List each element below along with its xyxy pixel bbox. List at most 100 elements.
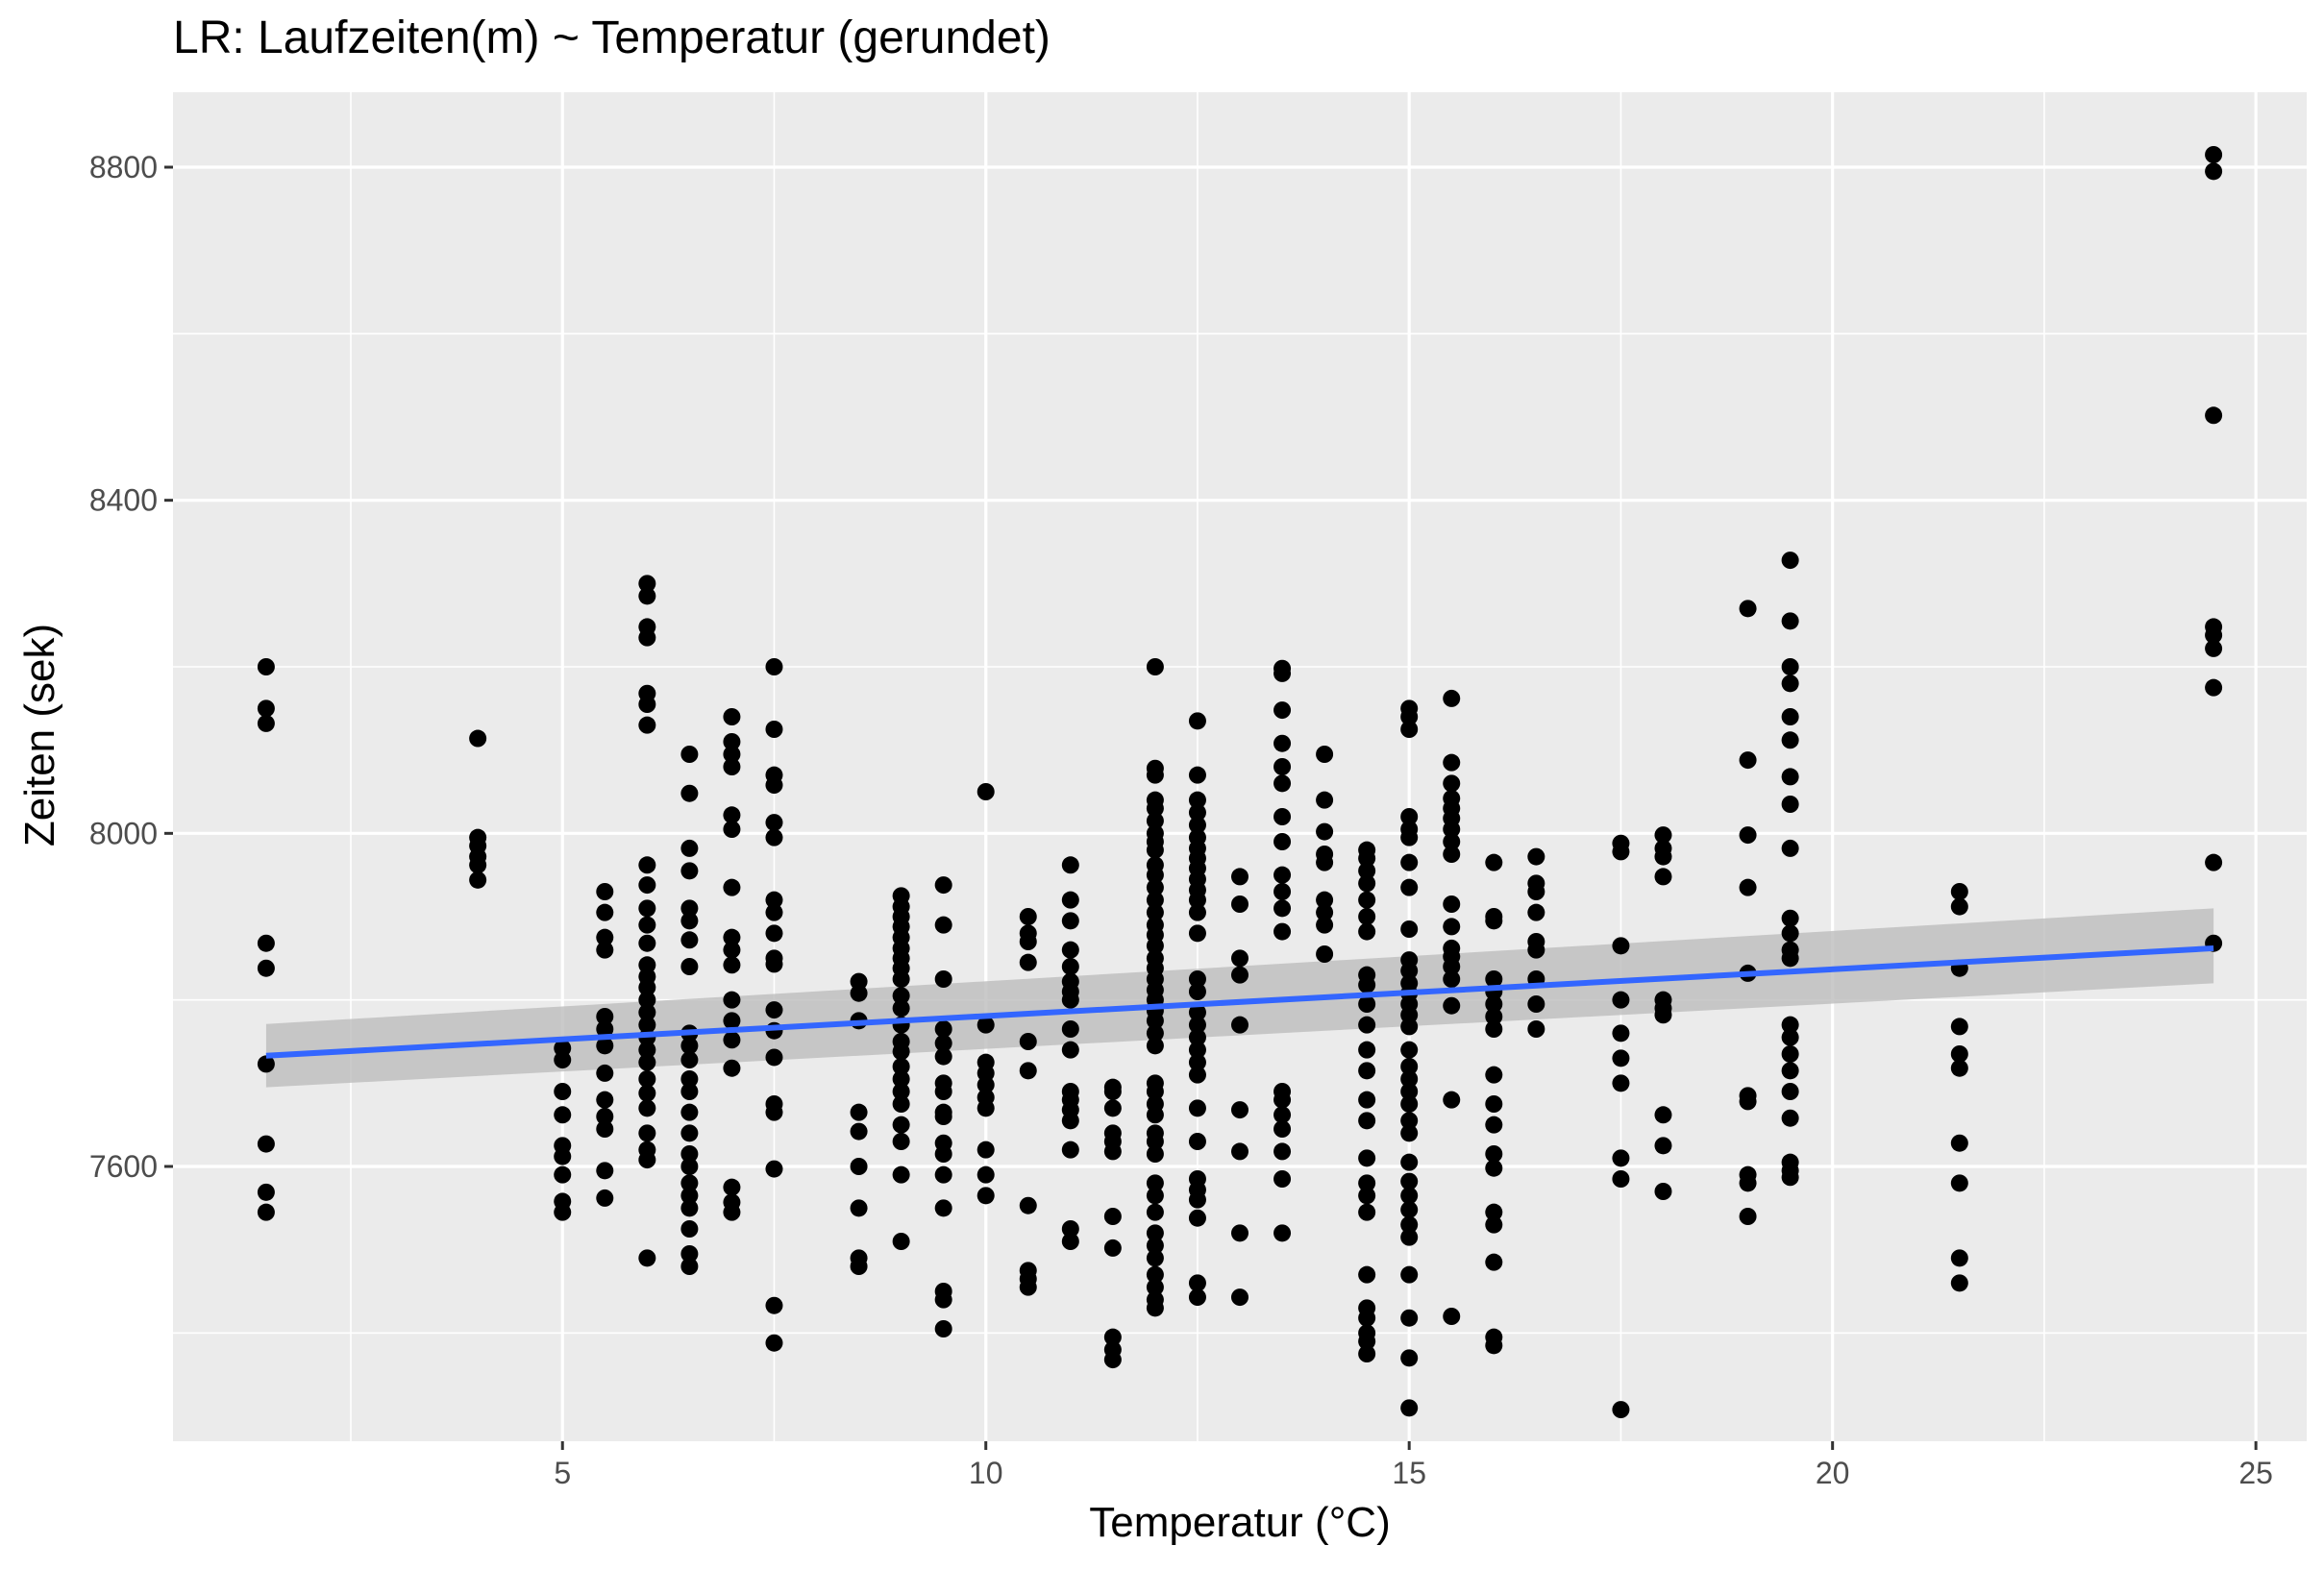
data-point xyxy=(680,912,699,930)
data-point xyxy=(680,1220,699,1238)
data-point xyxy=(680,958,699,975)
data-point xyxy=(723,991,741,1009)
data-point xyxy=(1231,1016,1249,1034)
data-point xyxy=(1188,1053,1206,1071)
data-point xyxy=(1358,849,1376,868)
data-point xyxy=(1019,908,1037,925)
data-point xyxy=(680,1124,699,1142)
data-point xyxy=(1188,791,1206,809)
data-point xyxy=(1443,958,1461,975)
data-point xyxy=(1188,1133,1206,1150)
data-point xyxy=(1146,658,1164,675)
data-point xyxy=(1612,843,1630,861)
data-point xyxy=(680,1158,699,1175)
data-point xyxy=(1316,822,1334,841)
data-point xyxy=(596,883,614,900)
data-point xyxy=(1400,1095,1419,1113)
data-point xyxy=(257,959,275,977)
data-point xyxy=(1273,922,1292,941)
data-point xyxy=(1146,1174,1164,1192)
data-point xyxy=(1358,908,1376,925)
data-point xyxy=(1485,1145,1503,1163)
data-point xyxy=(1443,833,1461,850)
data-point xyxy=(680,1103,699,1121)
data-point xyxy=(1358,891,1376,909)
data-point xyxy=(1400,1265,1419,1284)
data-point xyxy=(934,1034,952,1052)
data-point xyxy=(1188,903,1206,921)
data-point xyxy=(638,1053,656,1071)
data-point xyxy=(1612,1170,1630,1188)
data-point xyxy=(934,1290,952,1309)
data-point xyxy=(596,1162,614,1180)
data-point xyxy=(596,1108,614,1125)
data-point xyxy=(1781,552,1799,570)
data-point xyxy=(1527,1020,1545,1038)
data-point xyxy=(638,1016,656,1034)
data-point xyxy=(1612,1074,1630,1092)
confidence-band xyxy=(265,908,2214,1088)
data-point xyxy=(1146,1133,1164,1150)
data-point xyxy=(596,1091,614,1109)
data-point xyxy=(1146,1024,1164,1043)
data-point xyxy=(1061,912,1079,930)
data-point xyxy=(1103,1099,1122,1117)
data-point xyxy=(1273,866,1292,884)
data-point xyxy=(1273,808,1292,825)
data-point xyxy=(765,955,783,973)
data-point xyxy=(469,856,487,874)
data-point xyxy=(1188,803,1206,822)
data-point xyxy=(977,1141,995,1159)
data-point xyxy=(257,714,275,732)
data-point xyxy=(723,956,741,974)
data-point xyxy=(1146,1224,1164,1242)
data-point xyxy=(1146,1299,1164,1317)
data-point xyxy=(1316,891,1334,909)
data-point xyxy=(892,987,910,1005)
data-point xyxy=(1739,826,1757,845)
data-point xyxy=(1273,758,1292,775)
data-point xyxy=(1485,1095,1503,1113)
data-point xyxy=(1231,1101,1249,1119)
data-point xyxy=(977,1187,995,1205)
data-point xyxy=(1273,1120,1292,1138)
data-point xyxy=(1400,1187,1419,1205)
data-point xyxy=(1273,1091,1292,1109)
data-point xyxy=(638,916,656,934)
data-point xyxy=(1400,878,1419,896)
data-point xyxy=(1485,1116,1503,1134)
data-point xyxy=(934,916,952,934)
data-point xyxy=(1188,766,1206,784)
x-tick-label: 5 xyxy=(554,1456,571,1490)
data-point xyxy=(1739,600,1757,618)
data-point xyxy=(977,783,995,800)
data-point xyxy=(723,746,741,763)
data-point xyxy=(1358,1333,1376,1350)
data-point xyxy=(1443,753,1461,772)
major-gridlines xyxy=(173,92,2307,1441)
data-point xyxy=(1273,701,1292,720)
data-point xyxy=(638,1124,656,1142)
data-point xyxy=(1103,1328,1122,1346)
data-point xyxy=(1781,1016,1799,1034)
data-point xyxy=(1188,1003,1206,1021)
data-point xyxy=(638,1003,656,1021)
data-point xyxy=(1188,924,1206,943)
data-point xyxy=(1188,1028,1206,1046)
x-tick-label: 10 xyxy=(969,1456,1003,1490)
data-point xyxy=(1400,1124,1419,1142)
data-point xyxy=(723,733,741,750)
data-point xyxy=(1739,878,1757,896)
data-point xyxy=(1146,1203,1164,1221)
data-point xyxy=(1188,1209,1206,1227)
data-point xyxy=(850,1103,868,1121)
data-point xyxy=(1103,1208,1122,1225)
data-point xyxy=(1485,1253,1503,1271)
data-point xyxy=(638,696,656,713)
data-point xyxy=(257,1203,275,1221)
data-point xyxy=(934,1083,952,1100)
data-point xyxy=(1146,1187,1164,1205)
data-point xyxy=(850,984,868,1002)
data-point xyxy=(1400,1399,1419,1417)
data-point xyxy=(1781,1109,1799,1127)
